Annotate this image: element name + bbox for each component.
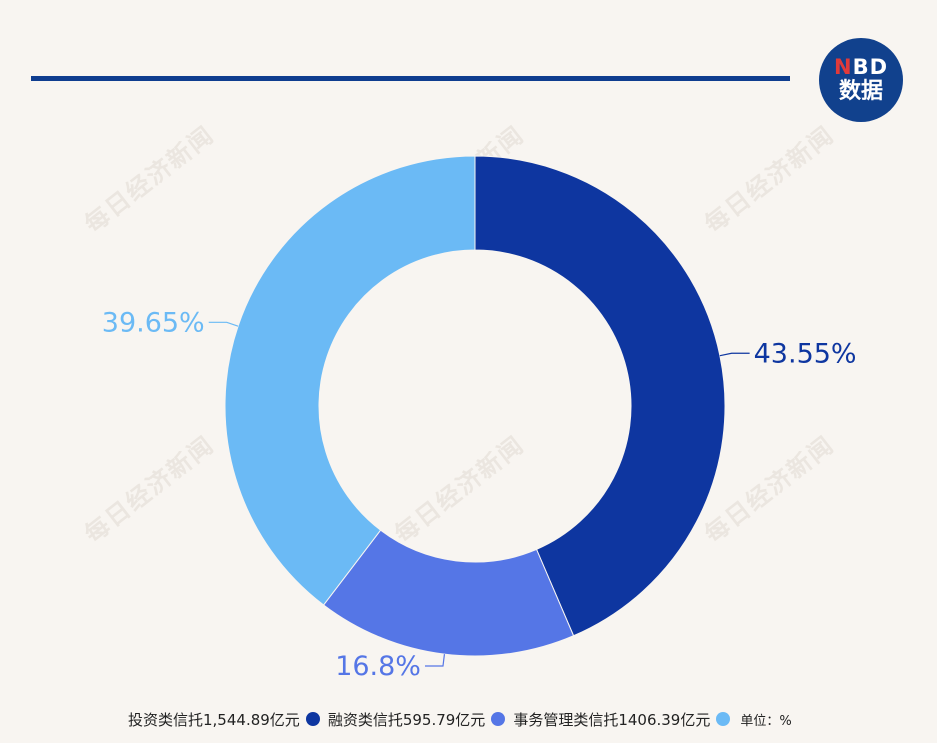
legend-swatch [305, 712, 320, 726]
slice-investment [474, 155, 726, 637]
slice-financing [322, 529, 575, 657]
legend-label: 事务管理类信托1406.39亿元 [513, 710, 711, 729]
slice-value-label: 16.8% [335, 651, 421, 682]
legend-swatch [491, 712, 506, 726]
legend-item-administrative: 事务管理类信托1406.39亿元 [513, 709, 731, 730]
slice-value-label: 43.55% [754, 338, 857, 369]
label-leader-line [208, 321, 239, 327]
slice-administrative [224, 155, 476, 606]
donut-labels: 43.55% 16.8% 39.65% [102, 307, 857, 682]
logo-line2: 数据 [838, 79, 883, 104]
logo-letter-n: N [833, 55, 853, 79]
top-rule [31, 76, 790, 81]
legend-label: 投资类信托1,544.89亿元 [128, 710, 300, 729]
legend-label: 融资类信托595.79亿元 [327, 710, 486, 729]
label-leader-line [719, 352, 750, 357]
donut-slices [224, 155, 726, 657]
legend-item-financing: 融资类信托595.79亿元 [328, 709, 506, 730]
unit-label: 单位：% [740, 713, 792, 729]
legend-item-investment: 投资类信托1,544.89亿元 [128, 709, 320, 730]
label-leader-line [424, 654, 446, 667]
nbd-data-logo: NBD 数据 [819, 38, 903, 122]
slice-value-label: 39.65% [102, 307, 205, 338]
logo-letters-bd: BD [852, 55, 889, 79]
legend-swatch [716, 712, 731, 726]
legend: 投资类信托1,544.89亿元 融资类信托595.79亿元 事务管理类信托140… [128, 708, 792, 730]
